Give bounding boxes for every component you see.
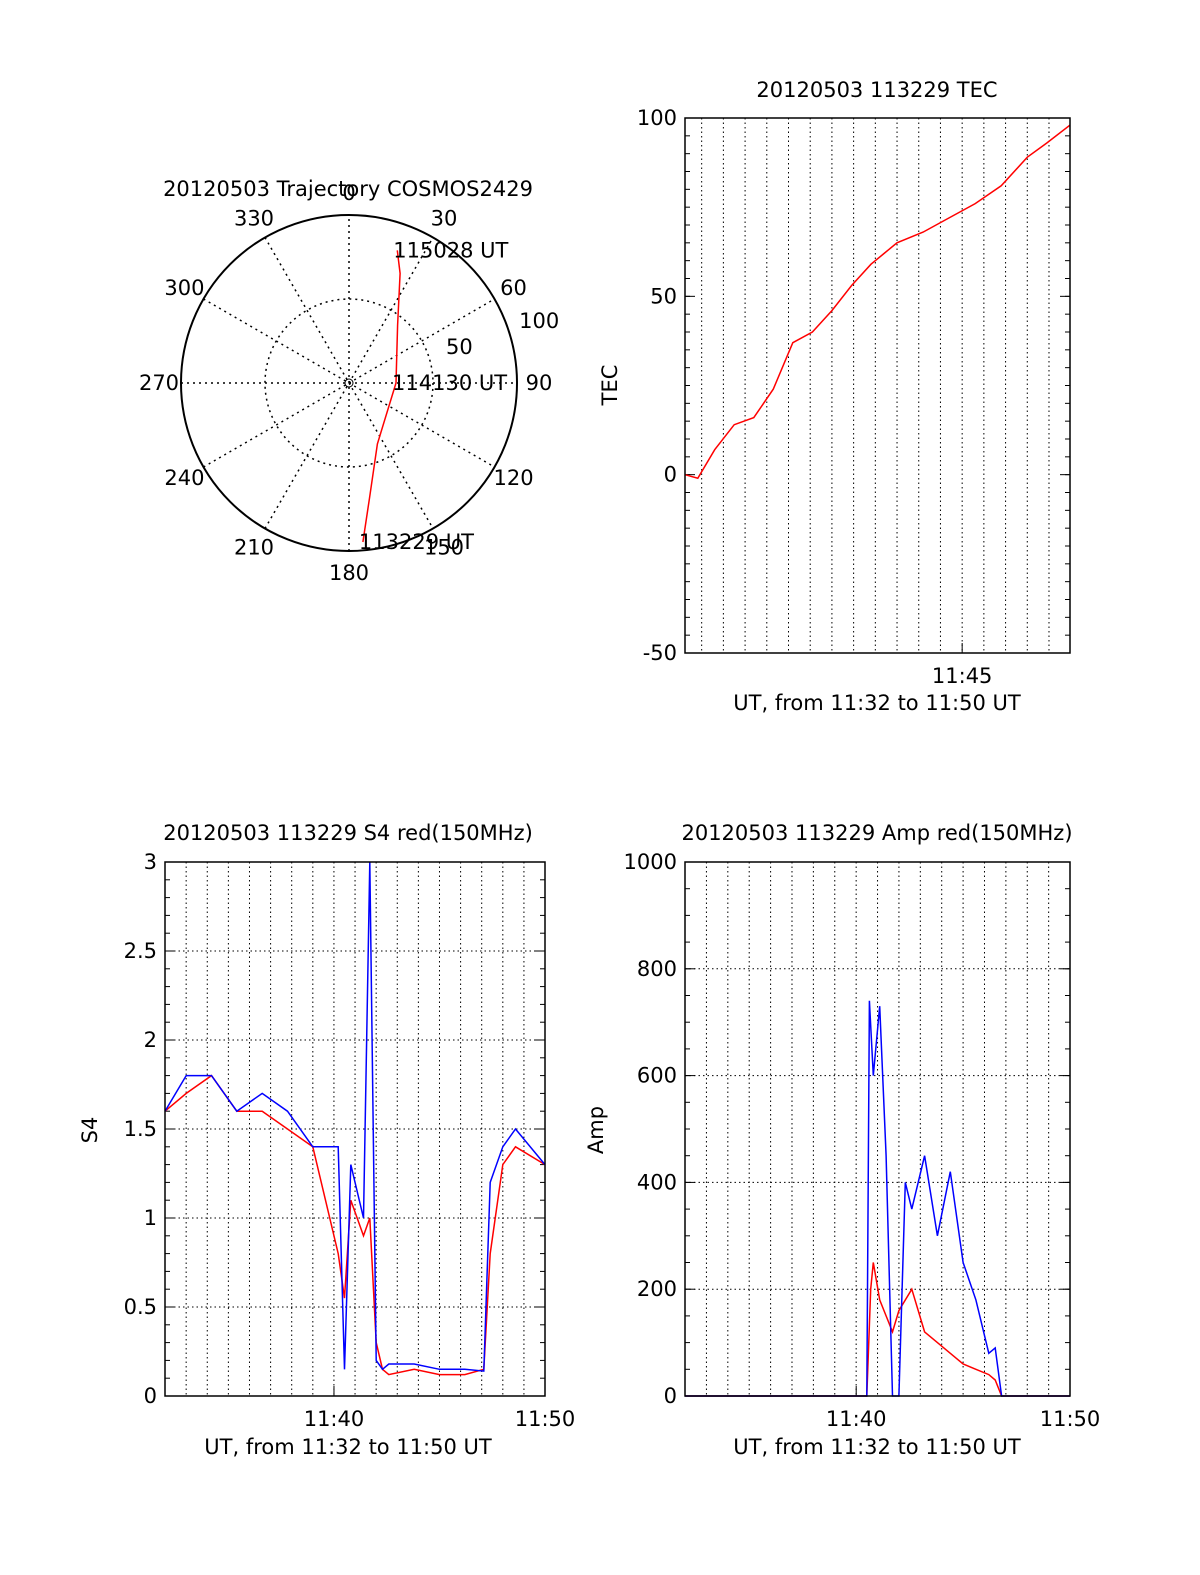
tec-xlabel: UT, from 11:32 to 11:50 UT <box>733 691 1021 715</box>
x-tick-label: 11:50 <box>515 1407 576 1431</box>
amp-ylabel: Amp <box>584 1106 608 1154</box>
y-tick-label: 1000 <box>624 850 677 874</box>
x-tick-label: 11:40 <box>826 1407 887 1431</box>
tec-ylabel: TEC <box>598 365 622 407</box>
polar-annotation-0: 115028 UT <box>393 238 508 262</box>
polar-angle-label-210: 210 <box>234 536 274 560</box>
y-tick-label: 200 <box>637 1277 677 1301</box>
polar-trajectory-panel: 20120503 Trajectory COSMOS2429 0 30 60 90 12… <box>139 177 559 585</box>
y-tick-label: 0 <box>664 1384 677 1408</box>
y-tick-label: 2.5 <box>124 939 157 963</box>
polar-angle-label-300: 300 <box>164 276 204 300</box>
polar-angle-label-120: 120 <box>493 466 533 490</box>
series-line-0 <box>685 1262 1070 1397</box>
y-tick-label: 0.5 <box>124 1295 157 1319</box>
y-tick-label: 800 <box>637 957 677 981</box>
plot-frame <box>684 117 1071 654</box>
y-tick-label: 1.5 <box>124 1117 157 1141</box>
x-tick-label: 11:40 <box>304 1407 365 1431</box>
polar-radial-label-100: 100 <box>519 309 559 333</box>
polar-radial-label-50: 50 <box>446 335 473 359</box>
tec-title: 20120503 113229 TEC <box>756 78 997 102</box>
y-tick-label: 400 <box>637 1170 677 1194</box>
s4-ylabel: S4 <box>78 1117 102 1144</box>
polar-angle-label-0: 0 <box>342 181 355 205</box>
polar-angle-label-180: 180 <box>329 561 369 585</box>
series-line-1 <box>164 861 546 1372</box>
amp-title: 20120503 113229 Amp red(150MHz) <box>681 821 1072 845</box>
y-tick-label: 100 <box>637 106 677 130</box>
polar-title: 20120503 Trajectory COSMOS2429 <box>163 177 533 201</box>
polar-angle-label-270: 270 <box>139 371 179 395</box>
polar-angle-label-60: 60 <box>500 276 527 300</box>
s4-panel: 20120503 113229 S4 red(150MHz) UT, from … <box>78 821 575 1459</box>
y-tick-label: 2 <box>144 1028 157 1052</box>
y-tick-label: 0 <box>144 1384 157 1408</box>
s4-xlabel: UT, from 11:32 to 11:50 UT <box>204 1435 492 1459</box>
amp-panel: 20120503 113229 Amp red(150MHz) UT, from… <box>584 821 1100 1459</box>
series-line-0 <box>684 124 1071 480</box>
s4-title: 20120503 113229 S4 red(150MHz) <box>163 821 533 845</box>
y-tick-label: 1 <box>144 1206 157 1230</box>
polar-trajectory-line <box>362 250 401 543</box>
y-tick-label: -50 <box>643 641 677 665</box>
series-line-1 <box>685 1000 1070 1397</box>
polar-annotation-1: 114130 UT <box>392 371 507 395</box>
polar-angle-label-330: 330 <box>234 206 274 230</box>
x-tick-label: 11:45 <box>932 664 993 688</box>
y-tick-label: 50 <box>650 284 677 308</box>
series-line-0 <box>164 1074 546 1376</box>
y-tick-label: 3 <box>144 850 157 874</box>
polar-spoke-150 <box>264 237 434 529</box>
polar-angle-label-240: 240 <box>164 466 204 490</box>
y-tick-label: 0 <box>664 463 677 487</box>
polar-annotation-2: 113229 UT <box>359 530 474 554</box>
polar-angle-label-150: 150 <box>424 536 464 560</box>
tec-panel: 20120503 113229 TEC UT, from 11:32 to 11… <box>598 78 1071 715</box>
y-tick-label: 600 <box>637 1064 677 1088</box>
plot-frame <box>164 861 546 1397</box>
polar-angle-label-90: 90 <box>526 371 553 395</box>
plot-frame <box>684 861 1071 1397</box>
polar-angle-label-30: 30 <box>431 206 458 230</box>
amp-xlabel: UT, from 11:32 to 11:50 UT <box>733 1435 1021 1459</box>
x-tick-label: 11:50 <box>1040 1407 1101 1431</box>
